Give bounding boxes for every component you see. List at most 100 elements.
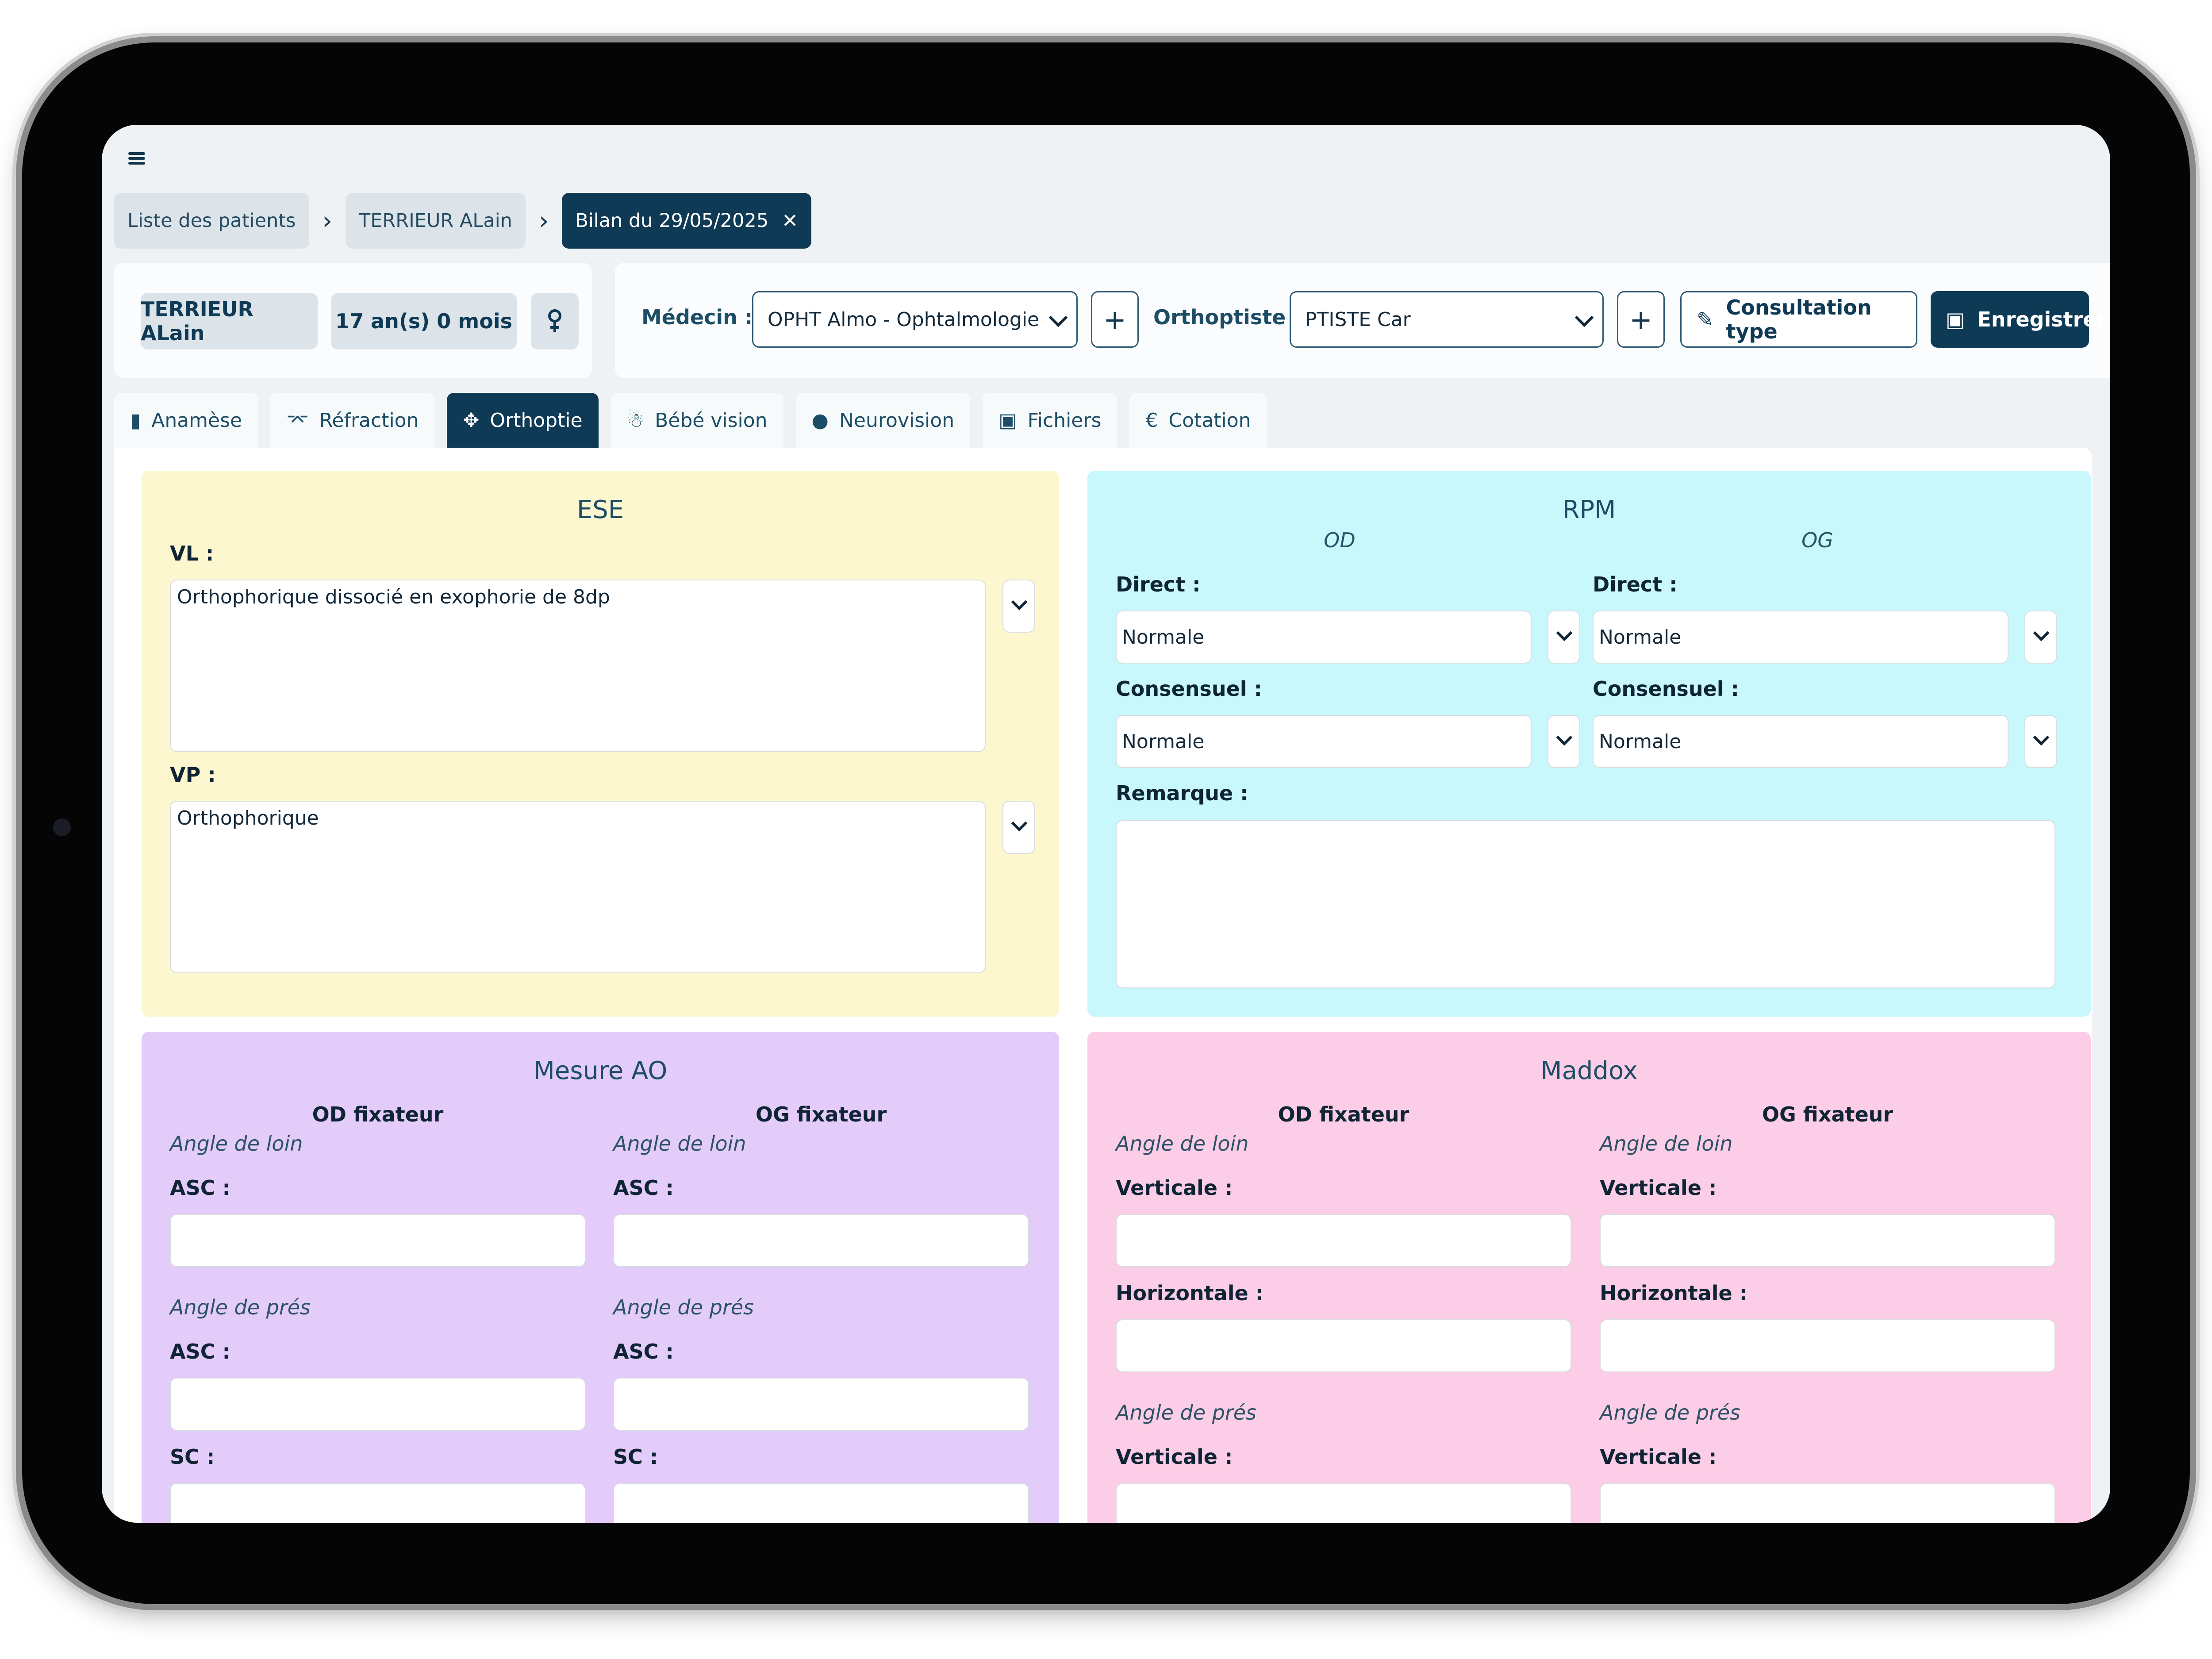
move-arrows-icon: ✥ xyxy=(463,409,480,432)
chevron-right-icon: › xyxy=(538,206,549,235)
od-consensuel-select[interactable]: Normale xyxy=(1116,715,1532,768)
od-loin-horizontale-label: Horizontale : xyxy=(1116,1281,1264,1305)
od-loin-asc-input[interactable] xyxy=(170,1214,586,1267)
og-pres-asc-input[interactable] xyxy=(613,1378,1029,1431)
tab-neurovision[interactable]: ● Neurovision xyxy=(795,393,971,448)
og-loin-asc-label: ASC : xyxy=(613,1176,674,1200)
od-pres-asc-input[interactable] xyxy=(170,1378,586,1431)
og-pres-sc-label: SC : xyxy=(613,1445,658,1469)
vp-textarea[interactable]: Orthophorique xyxy=(170,801,986,973)
chevron-down-icon xyxy=(1011,594,1028,611)
chevron-down-icon xyxy=(2033,729,2050,746)
od-pres-sc-label: SC : xyxy=(170,1445,215,1469)
od-fixateur-heading: OD fixateur xyxy=(1278,1102,1409,1126)
tab-label: Réfraction xyxy=(319,409,419,432)
od-direct-dropdown[interactable] xyxy=(1548,611,1580,664)
app-screen: Liste des patients › TERRIEUR ALain › Bi… xyxy=(102,125,2110,1523)
save-button[interactable]: ▣ Enregistrer xyxy=(1931,291,2107,348)
brain-icon: ● xyxy=(811,409,829,432)
orthoptiste-value: PTISTE Car xyxy=(1305,308,1411,331)
og-loin-verticale-label: Verticale : xyxy=(1600,1176,1717,1200)
chevron-down-icon xyxy=(1011,815,1028,832)
tab-cotation[interactable]: € Cotation xyxy=(1129,393,1267,448)
volume-down-button xyxy=(310,37,398,43)
save-label: Enregistrer xyxy=(1977,307,2107,331)
medecin-select[interactable]: OPHT Almo - Ophtalmologie xyxy=(752,291,1078,348)
breadcrumb-bilan[interactable]: Bilan du 29/05/2025 ✕ xyxy=(562,193,811,249)
mesure-ao-panel: Mesure AO OD fixateur OG fixateur Angle … xyxy=(142,1032,1059,1523)
add-medecin-button[interactable]: + xyxy=(1091,291,1139,348)
tab-refraction[interactable]: ⌤ Réfraction xyxy=(270,393,435,448)
od-pres-asc-label: ASC : xyxy=(170,1340,230,1363)
chevron-down-icon xyxy=(1556,729,1573,746)
od-direct-select[interactable]: Normale xyxy=(1116,611,1532,664)
chevron-down-icon xyxy=(2033,625,2050,641)
od-loin-horizontale-input[interactable] xyxy=(1116,1319,1571,1372)
breadcrumb-patient-list[interactable]: Liste des patients xyxy=(114,193,309,249)
orthoptiste-label: Orthoptiste : xyxy=(1153,305,1301,329)
og-direct-dropdown[interactable] xyxy=(2024,611,2057,664)
add-orthoptiste-button[interactable]: + xyxy=(1617,291,1665,348)
og-loin-horizontale-label: Horizontale : xyxy=(1600,1281,1748,1305)
female-icon xyxy=(531,293,579,349)
breadcrumb-bilan-label: Bilan du 29/05/2025 xyxy=(575,210,769,232)
breadcrumb-patient[interactable]: TERRIEUR ALain xyxy=(345,193,526,249)
od-pres-sc-input[interactable] xyxy=(170,1483,586,1523)
og-pres-verticale-input[interactable] xyxy=(1600,1483,2055,1523)
volume-up-button xyxy=(195,37,283,43)
od-angle-pres: Angle de prés xyxy=(170,1295,311,1319)
patient-age-badge: 17 an(s) 0 mois xyxy=(331,293,517,349)
consultation-type-button[interactable]: ✎ Consultation type xyxy=(1680,291,1917,348)
remarque-textarea[interactable] xyxy=(1116,820,2055,988)
tab-label: Neurovision xyxy=(839,409,955,432)
od-consensuel-dropdown[interactable] xyxy=(1548,715,1580,768)
patient-name-badge: TERRIEUR ALain xyxy=(141,293,318,349)
vl-dropdown-button[interactable] xyxy=(1002,580,1035,633)
orthoptiste-select[interactable]: PTISTE Car xyxy=(1290,291,1604,348)
og-consensuel-dropdown[interactable] xyxy=(2024,715,2057,768)
od-loin-verticale-input[interactable] xyxy=(1116,1214,1571,1267)
od-angle-loin: Angle de loin xyxy=(170,1132,303,1156)
od-fixateur-heading: OD fixateur xyxy=(312,1102,444,1126)
tab-orthoptie[interactable]: ✥ Orthoptie xyxy=(447,393,599,448)
og-pres-asc-label: ASC : xyxy=(613,1340,674,1363)
baby-icon: ☃ xyxy=(626,409,645,432)
og-loin-asc-input[interactable] xyxy=(613,1214,1029,1267)
og-pres-sc-input[interactable] xyxy=(613,1483,1029,1523)
od-angle-loin: Angle de loin xyxy=(1116,1132,1249,1156)
og-direct-label: Direct : xyxy=(1593,572,1678,596)
consultation-type-label: Consultation type xyxy=(1726,296,1872,343)
od-angle-pres: Angle de prés xyxy=(1116,1401,1257,1425)
og-heading: OG xyxy=(1801,528,1833,552)
tab-anamese[interactable]: ▮ Anamèse xyxy=(114,393,258,448)
og-angle-loin: Angle de loin xyxy=(1600,1132,1733,1156)
pencil-icon: ✎ xyxy=(1697,307,1714,331)
ese-title: ESE xyxy=(576,495,624,524)
og-direct-select[interactable]: Normale xyxy=(1593,611,2008,664)
tab-label: Anamèse xyxy=(151,409,242,432)
vl-textarea[interactable]: Orthophorique dissocié en exophorie de 8… xyxy=(170,580,986,752)
patient-card: TERRIEUR ALain 17 an(s) 0 mois xyxy=(114,263,592,378)
og-consensuel-select[interactable]: Normale xyxy=(1593,715,2008,768)
od-pres-verticale-input[interactable] xyxy=(1116,1483,1571,1523)
og-fixateur-heading: OG fixateur xyxy=(755,1102,887,1126)
hamburger-menu-icon[interactable] xyxy=(128,152,145,165)
og-fixateur-heading: OG fixateur xyxy=(1762,1102,1893,1126)
og-loin-horizontale-input[interactable] xyxy=(1600,1319,2055,1372)
tab-bebe-vision[interactable]: ☃ Bébé vision xyxy=(611,393,783,448)
vp-dropdown-button[interactable] xyxy=(1002,801,1035,854)
front-camera xyxy=(53,818,71,836)
og-angle-pres: Angle de prés xyxy=(1600,1401,1741,1425)
medecin-value: OPHT Almo - Ophtalmologie xyxy=(768,308,1040,331)
od-loin-asc-label: ASC : xyxy=(170,1176,230,1200)
og-loin-verticale-input[interactable] xyxy=(1600,1214,2055,1267)
chevron-down-icon xyxy=(1556,625,1573,641)
od-heading: OD xyxy=(1324,528,1356,552)
tab-label: Cotation xyxy=(1168,409,1251,432)
og-angle-loin: Angle de loin xyxy=(613,1132,746,1156)
mesure-ao-title: Mesure AO xyxy=(533,1056,668,1085)
tab-fichiers[interactable]: ▣ Fichiers xyxy=(983,393,1118,448)
close-icon[interactable]: ✕ xyxy=(782,209,798,232)
consultation-header: Médecin : OPHT Almo - Ophtalmologie + Or… xyxy=(615,263,2110,378)
tab-label: Bébé vision xyxy=(655,409,768,432)
